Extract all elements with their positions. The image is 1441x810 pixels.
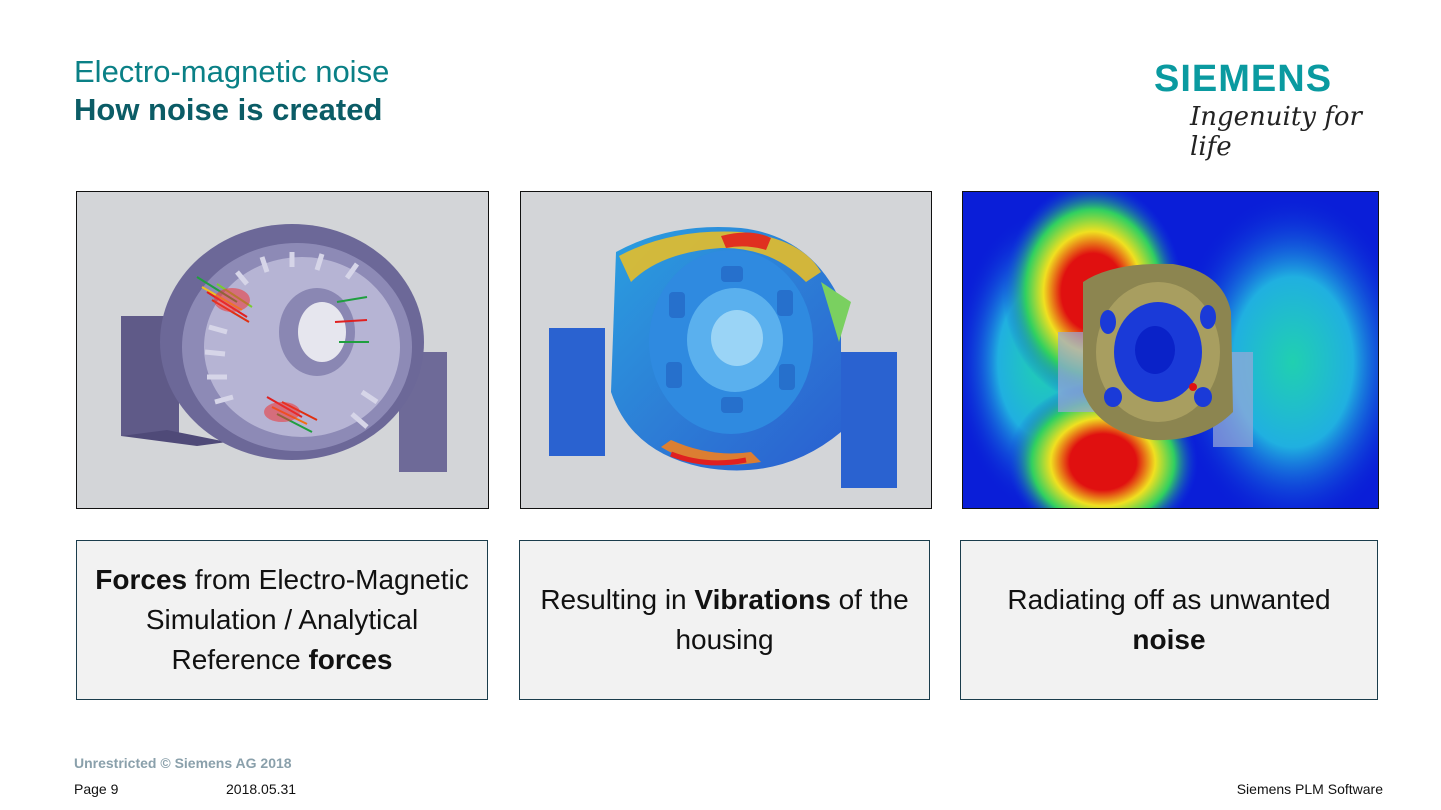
housing-force-arrows-illustration — [77, 192, 488, 508]
footer-organization: Siemens PLM Software — [1236, 781, 1383, 797]
caption-forces-text: Forces from Electro-Magnetic Simulation … — [95, 564, 469, 675]
slide-subtitle: How noise is created — [74, 92, 383, 127]
housing-vibration-contour-illustration — [521, 192, 931, 508]
footer-copyright: Unrestricted © Siemens AG 2018 — [74, 755, 292, 771]
siemens-logo: SIEMENS Ingenuity for life — [1150, 58, 1370, 162]
logo-wordmark: SIEMENS — [1154, 58, 1333, 100]
noise-radiation-image — [962, 191, 1379, 509]
caption-noise-text: Radiating off as unwanted noise — [1007, 584, 1331, 655]
caption-forces: Forces from Electro-Magnetic Simulation … — [76, 540, 488, 700]
footer-page-number: Page 9 — [74, 781, 119, 797]
vibration-result-image — [520, 191, 932, 509]
slide-title: Electro-magnetic noise — [74, 54, 390, 89]
caption-noise: Radiating off as unwanted noise — [960, 540, 1378, 700]
footer-date: 2018.05.31 — [226, 781, 297, 797]
force-simulation-image — [76, 191, 489, 509]
caption-vibrations-text: Resulting in Vibrations of the housing — [540, 584, 909, 655]
caption-vibrations: Resulting in Vibrations of the housing — [519, 540, 930, 700]
acoustic-radiation-field-illustration — [963, 192, 1378, 508]
logo-tagline: Ingenuity for life — [1190, 102, 1362, 162]
